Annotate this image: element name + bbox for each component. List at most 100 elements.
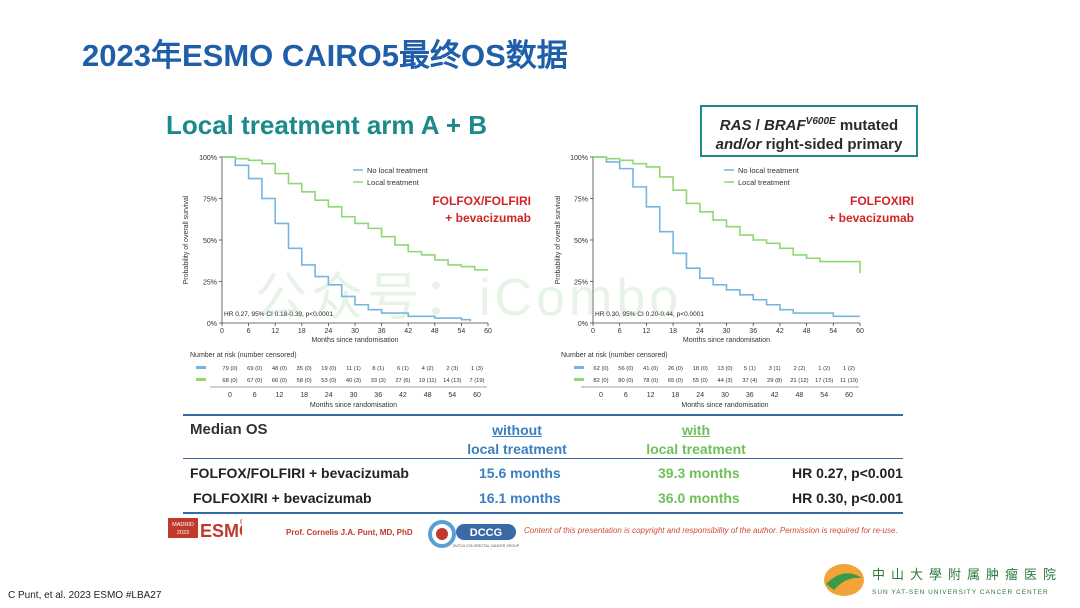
y-axis-label: Probability of overall survival (555, 195, 562, 284)
risk-x-tick-label: 24 (325, 392, 333, 399)
risk-row-swatch (196, 378, 206, 381)
x-tick-label: 36 (378, 328, 386, 335)
legend-label: No local treatment (367, 166, 429, 175)
risk-x-tick-label: 18 (672, 392, 680, 399)
esmo-name: ESMO (200, 521, 242, 539)
risk-cell: 19 (11) (419, 378, 437, 384)
sysu-cn-name: 中山大學附属肿瘤医院 (872, 567, 1060, 583)
risk-cell: 13 (0) (717, 366, 732, 372)
risk-x-tick-label: 36 (746, 392, 754, 399)
risk-cell: 58 (0) (297, 378, 312, 384)
km-curve-no-local (593, 156, 860, 318)
risk-cell: 53 (0) (321, 378, 336, 384)
risk-cell: 1 (2) (818, 366, 830, 372)
risk-cell: 8 (1) (372, 366, 384, 372)
risk-table-title: Number at risk (number censored) (561, 352, 668, 359)
risk-x-tick-label: 18 (300, 392, 308, 399)
risk-cell: 62 (0) (593, 366, 608, 372)
km-curve-local (222, 156, 488, 271)
ras-braf-box: RAS / BRAFV600E mutated and/or right-sid… (700, 105, 918, 157)
risk-row-swatch (574, 378, 584, 381)
risk-x-axis-label: Months since randomisation (310, 402, 397, 409)
right-sided-label: right-sided primary (761, 136, 903, 153)
table-cell-with: 39.3 months (658, 465, 740, 481)
risk-cell: 37 (4) (742, 378, 757, 384)
x-tick-label: 54 (458, 328, 466, 335)
x-tick-label: 54 (829, 328, 837, 335)
regimen-title: + bevacizumab (828, 211, 914, 225)
braf-sup: V600E (805, 116, 836, 127)
risk-cell: 5 (1) (744, 366, 756, 372)
x-axis-label: Months since randomisation (683, 337, 770, 344)
andor-label: and/or (715, 136, 762, 153)
risk-cell: 69 (0) (247, 366, 262, 372)
median-os-header: Median OS (190, 421, 268, 438)
risk-x-tick-label: 36 (374, 392, 382, 399)
risk-cell: 79 (0) (222, 366, 237, 372)
esmo-city: MADRID (172, 522, 194, 528)
risk-cell: 41 (0) (643, 366, 658, 372)
risk-x-tick-label: 30 (721, 392, 729, 399)
hr-annotation: HR 0.27, 95% CI 0.18-0.39, p<0.0001 (224, 311, 333, 318)
sysu-leaf-icon (826, 573, 862, 590)
risk-cell: 6 (1) (397, 366, 409, 372)
risk-cell: 78 (0) (643, 378, 658, 384)
mutated-label: mutated (835, 117, 899, 134)
page-title: 2023年ESMO CAIRO5最终OS数据 (82, 38, 568, 73)
risk-cell: 33 (3) (371, 378, 386, 384)
risk-cell: 14 (13) (443, 378, 461, 384)
risk-cell: 35 (0) (297, 366, 312, 372)
dccg-core (436, 528, 448, 540)
risk-cell: 67 (0) (247, 378, 262, 384)
risk-cell: 3 (1) (769, 366, 781, 372)
y-tick-label: 25% (203, 280, 217, 287)
table-cell-without: 15.6 months (479, 465, 561, 481)
table-cell-without: 16.1 months (479, 490, 561, 506)
esmo-year: 2023 (177, 530, 189, 536)
without-local-label: local treatment (467, 441, 567, 457)
sysu-en-name: SUN YAT-SEN UNIVERSITY CANCER CENTER (872, 589, 1049, 596)
risk-cell: 27 (6) (395, 378, 410, 384)
km-charts: 0%25%50%75%100%0 6 12 18 24 30 36 42 48 54 60Month… (183, 155, 914, 409)
x-tick-label: 12 (643, 328, 651, 335)
risk-x-tick-label: 6 (253, 392, 257, 399)
x-tick-label: 42 (404, 328, 412, 335)
risk-cell: 68 (0) (222, 378, 237, 384)
esmo-congress-logo: MADRID 2023 ESMO congress (168, 516, 242, 539)
risk-cell: 26 (0) (668, 366, 683, 372)
risk-cell: 82 (0) (593, 378, 608, 384)
risk-cell: 56 (0) (618, 366, 633, 372)
risk-x-tick-label: 42 (771, 392, 779, 399)
risk-x-tick-label: 24 (696, 392, 704, 399)
risk-x-tick-label: 42 (399, 392, 407, 399)
x-tick-label: 60 (484, 328, 492, 335)
x-tick-label: 18 (298, 328, 306, 335)
risk-row-swatch (196, 366, 206, 369)
x-tick-label: 48 (431, 328, 439, 335)
risk-cell: 11 (19) (840, 378, 858, 384)
risk-cell: 17 (15) (815, 378, 833, 384)
risk-x-tick-label: 30 (350, 392, 358, 399)
x-tick-label: 42 (776, 328, 784, 335)
y-tick-label: 75% (574, 197, 588, 204)
dccg-name: DCCG (470, 527, 502, 539)
with-label: with (682, 422, 710, 438)
x-tick-label: 6 (618, 328, 622, 335)
with-local-label: local treatment (646, 441, 746, 457)
regimen-title: FOLFOXIRI (850, 194, 914, 208)
without-local-header: without local treatment (462, 421, 572, 459)
ras-label: RAS (719, 117, 752, 134)
table-row-label: FOLFOX/FOLFIRI + bevacizumab (190, 465, 409, 481)
esmo-logo-box (168, 518, 198, 538)
legend-label: No local treatment (738, 166, 800, 175)
table-top-rule (183, 414, 903, 416)
risk-x-tick-label: 48 (796, 392, 804, 399)
risk-x-tick-label: 0 (599, 392, 603, 399)
risk-cell: 4 (2) (422, 366, 434, 372)
dccg-badge (456, 524, 516, 540)
watermark: 公众号：iCombo (255, 269, 683, 327)
x-tick-label: 24 (325, 328, 333, 335)
legend-label: Local treatment (738, 178, 791, 187)
risk-cell: 11 (1) (346, 366, 361, 372)
table-row-label: FOLFOXIRI + bevacizumab (193, 490, 372, 506)
